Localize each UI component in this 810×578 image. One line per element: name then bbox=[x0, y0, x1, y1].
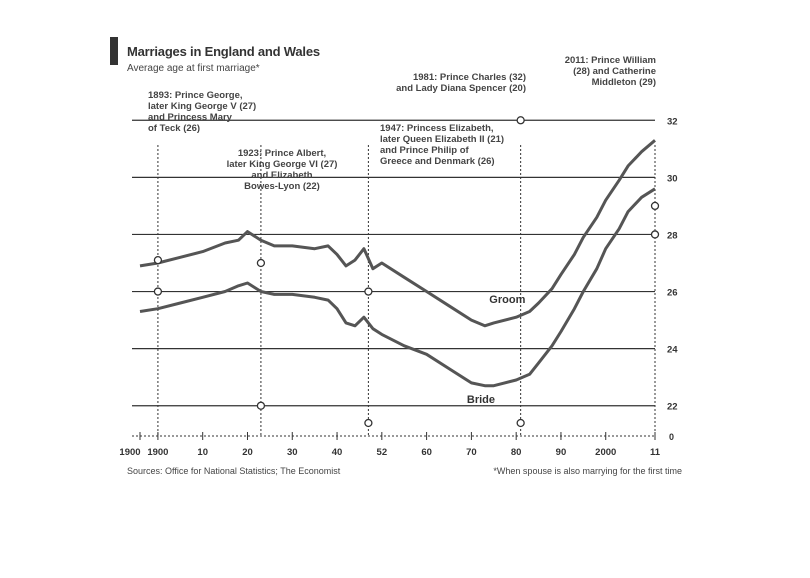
annotation-text: and Prince Philip of bbox=[380, 145, 470, 156]
chart-title: Marriages in England and Wales bbox=[127, 44, 320, 59]
x-tick-label: 90 bbox=[556, 447, 567, 458]
groom-label: Groom bbox=[489, 294, 525, 306]
footnote: *When spouse is also marrying for the fi… bbox=[493, 466, 682, 476]
annotation-marker bbox=[256, 401, 266, 410]
annotation-text: Bowes-Lyon (22) bbox=[244, 181, 320, 192]
annotation-text: later King George V (27) bbox=[148, 101, 256, 112]
annotation-text: of Teck (26) bbox=[148, 123, 200, 134]
source-note: Sources: Office for National Statistics;… bbox=[127, 466, 341, 476]
x-tick-label: 11 bbox=[650, 447, 661, 458]
annotation-text: and Princess Mary bbox=[148, 112, 233, 123]
x-tick-label: 1900 bbox=[147, 447, 168, 458]
bride-line bbox=[139, 187, 656, 388]
annotation-text: 2011: Prince William bbox=[565, 55, 656, 66]
x-tick-label: 1900 bbox=[119, 447, 140, 458]
annotation-text: 1981: Prince Charles (32) bbox=[413, 72, 526, 83]
annotation-marker bbox=[153, 255, 163, 265]
x-tick-label: 10 bbox=[197, 447, 208, 458]
annotation-text: 1923: Prince Albert, bbox=[238, 148, 326, 159]
annotation-text: and Lady Diana Spencer (20) bbox=[396, 83, 526, 94]
series-layer: Groom Bride bbox=[139, 139, 656, 406]
x-tick-label: 80 bbox=[511, 447, 522, 458]
annotation-text: later Queen Elizabeth II (21) bbox=[380, 134, 504, 145]
annotation-marker bbox=[650, 201, 660, 211]
y-tick-label: 24 bbox=[667, 345, 678, 356]
annotation-marker bbox=[650, 230, 660, 239]
x-tick-label: 52 bbox=[377, 447, 388, 458]
annotation-text: 1947: Princess Elizabeth, bbox=[380, 123, 494, 134]
x-tick-label: 40 bbox=[332, 447, 343, 458]
x-tick-label: 70 bbox=[466, 447, 477, 458]
x-tick-label: 60 bbox=[421, 447, 432, 458]
annotation-text: and Elizabeth bbox=[251, 170, 312, 181]
annotation-text: (28) and Catherine bbox=[573, 66, 656, 77]
annotation-marker bbox=[364, 287, 373, 296]
y-tick-label: 30 bbox=[667, 173, 678, 184]
y-tick-label: 26 bbox=[667, 288, 678, 299]
annotation-marker bbox=[364, 418, 373, 428]
x-tick-label: 30 bbox=[287, 447, 298, 458]
annotation-text: Greece and Denmark (26) bbox=[380, 156, 495, 167]
annotation-marker bbox=[516, 116, 525, 125]
y-tick-label: 22 bbox=[667, 402, 678, 413]
annotation-text: Middleton (29) bbox=[592, 77, 656, 88]
groom-line bbox=[139, 139, 656, 328]
annotation-lines-layer bbox=[157, 145, 656, 436]
marker-layer bbox=[153, 116, 660, 428]
annotation-text: later King George VI (27) bbox=[227, 159, 338, 170]
axis-layer: 22 24 26 28 30 32 0 1900 1900 10 20 30 40 52 60 70 80 90 2… bbox=[119, 116, 678, 458]
title-accent-bar bbox=[110, 37, 118, 65]
annotation-marker bbox=[256, 258, 266, 268]
y-tick-label: 32 bbox=[667, 116, 678, 127]
x-tick-label: 2000 bbox=[595, 447, 616, 458]
annotation-text-layer: 1893: Prince George,later King George V … bbox=[148, 55, 656, 192]
annotation-marker bbox=[153, 287, 163, 296]
y-axis-break-label: 0 bbox=[669, 432, 674, 442]
annotation-marker bbox=[516, 418, 525, 428]
bride-label: Bride bbox=[467, 394, 495, 406]
chart-subtitle: Average age at first marriage* bbox=[127, 63, 260, 74]
y-tick-label: 28 bbox=[667, 230, 678, 241]
x-tick-label: 20 bbox=[242, 447, 253, 458]
annotation-text: 1893: Prince George, bbox=[148, 90, 243, 101]
